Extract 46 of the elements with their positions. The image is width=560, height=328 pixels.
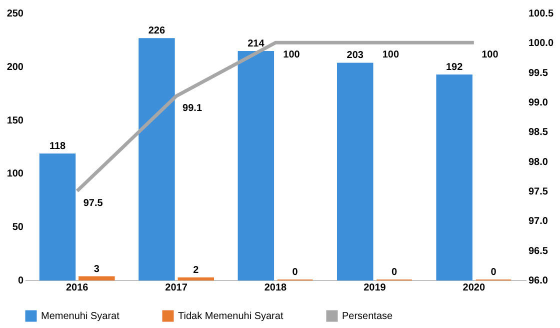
data-label: 100 [382,50,400,61]
bar [178,277,214,280]
data-label: 100 [482,50,499,61]
x-tick-label: 2018 [264,282,288,294]
y-tick-label: 150 [6,115,24,126]
data-label: 97.5 [83,198,104,209]
data-label: 118 [49,140,66,152]
x-tick-label: 2020 [462,282,486,294]
x-tick-label: 2019 [364,282,386,294]
y2-tick-label: 97.5 [528,186,548,198]
data-label: 192 [446,62,464,73]
y2-tick-label: 98.5 [528,127,548,138]
data-label: 226 [148,26,166,37]
bar [238,50,274,280]
y2-tick-label: 96.0 [528,276,548,286]
data-label: 2 [193,264,200,276]
data-label: 0 [490,267,497,278]
y-tick-label: 50 [12,222,24,234]
y-tick-label: 200 [6,62,24,73]
data-label: 100 [283,50,300,61]
y2-tick-label: 99.0 [528,98,548,108]
data-label: 3 [94,264,100,275]
bar [337,62,374,280]
y-tick-label: 0 [18,276,24,286]
data-label: 203 [346,50,364,62]
y2-tick-label: 100.0 [528,38,554,50]
y2-tick-label: 97.0 [528,216,548,228]
legend-label: Persentase [342,311,394,322]
y2-tick-label: 99.5 [528,68,548,79]
data-label: 99.1 [182,103,202,114]
bar [39,153,76,280]
data-label: 0 [392,267,398,278]
y2-tick-label: 96.5 [528,246,548,257]
bar [436,74,472,280]
x-tick-label: 2016 [66,282,89,294]
bar [78,276,115,280]
x-tick-label: 2017 [165,282,188,294]
y-tick-label: 250 [6,8,24,20]
legend-label: Tidak Memenuhi Syarat [178,311,284,322]
data-label: 214 [248,38,265,50]
data-label: 0 [292,267,298,278]
legend-label: Memenuhi Syarat [41,311,120,322]
y2-tick-label: 100.5 [528,8,554,20]
bar [138,38,175,280]
y-tick-label: 100 [6,168,24,180]
y2-tick-label: 98.0 [528,156,548,168]
